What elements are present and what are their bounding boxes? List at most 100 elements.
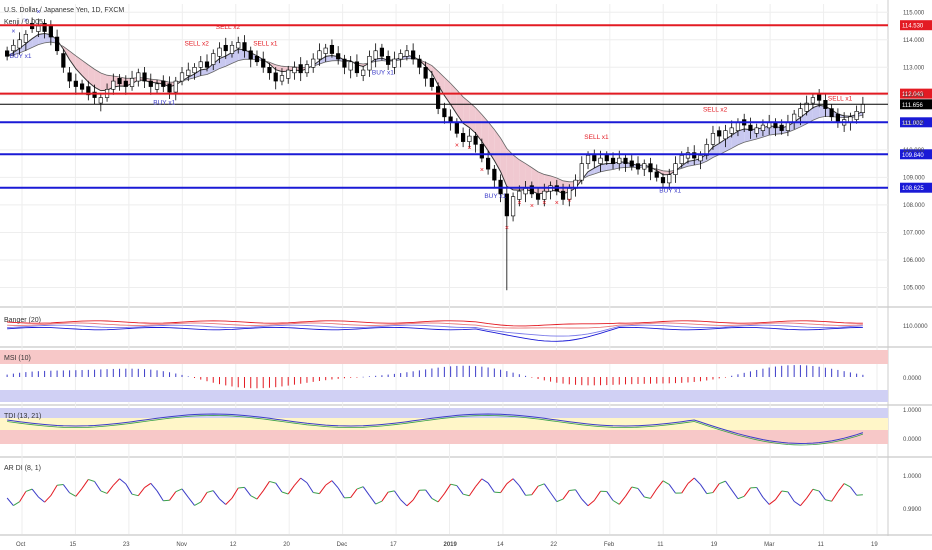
candle	[517, 190, 522, 200]
candle	[829, 108, 834, 118]
msi-bar	[637, 377, 639, 384]
ardi-segment	[656, 480, 664, 490]
candle	[411, 50, 416, 60]
candle	[354, 61, 360, 74]
candle	[642, 163, 647, 170]
tdi-zone-bottom	[0, 430, 888, 444]
candle	[136, 72, 141, 82]
candle	[710, 133, 716, 145]
candle	[361, 69, 366, 76]
price-pane[interactable]	[5, 17, 865, 291]
ardi-segment	[200, 492, 208, 503]
ardi-segment	[531, 485, 539, 496]
ardi-segment	[818, 490, 826, 501]
msi-bar	[175, 373, 177, 377]
ardi-segment	[481, 478, 489, 484]
ardi-segment	[487, 482, 495, 493]
msi-bar	[312, 377, 314, 382]
ardi-segment	[300, 477, 308, 484]
pane-title: AR DI (8, 1)	[4, 465, 41, 472]
signal-label: SELL x1	[253, 40, 278, 47]
ema-band-segment	[600, 163, 607, 172]
msi-bar	[169, 372, 171, 377]
candle	[342, 58, 347, 68]
ardi-segment	[562, 490, 570, 500]
msi-bar	[774, 366, 776, 377]
msi-bar	[712, 377, 714, 380]
candle	[579, 163, 584, 181]
x-axis[interactable]: Oct 15 23 Nov 12 20 Dec 17 2019 14 22 Feb 11 19 Mar 11 1…	[16, 542, 878, 548]
x-tick-label: 17	[390, 542, 397, 548]
ardi-segment	[144, 482, 152, 489]
ema-band-segment	[662, 170, 670, 175]
msi-bar	[69, 370, 71, 377]
ardi-segment	[250, 495, 258, 500]
y-axis[interactable]: 115.000 114.000 113.000 112.000 111.000 110.0…	[903, 10, 925, 291]
signal-marker: ×	[467, 145, 471, 152]
candle	[735, 122, 741, 131]
tdi-pane[interactable]: TDI (13, 21) 1.0000 0.0000	[0, 408, 922, 446]
ardi-segment	[737, 495, 745, 500]
candle	[48, 25, 53, 38]
y-tick-label: 111.000	[903, 120, 924, 126]
ardi-segment	[256, 490, 264, 500]
candle	[367, 55, 372, 71]
ardi-segment	[637, 488, 645, 498]
msi-bar	[293, 377, 295, 385]
msi-bar	[562, 377, 564, 384]
ardi-segment	[518, 485, 526, 496]
ardi-segment	[69, 492, 77, 497]
msi-bar	[125, 368, 127, 377]
ardi-segment	[644, 496, 651, 499]
ardi-segment	[437, 493, 445, 503]
ema-band-segment	[69, 51, 76, 69]
signal-marker: ×	[517, 200, 521, 207]
msi-bar	[468, 365, 470, 377]
msi-bar	[575, 377, 577, 385]
msi-bar	[768, 367, 770, 377]
candle	[454, 122, 459, 134]
msi-bar	[6, 374, 8, 377]
ardi-segment	[294, 477, 302, 486]
msi-pane[interactable]: MSI (10) 0.0000	[0, 350, 922, 402]
msi-bar	[531, 377, 533, 378]
y-tick-label: 107.000	[903, 230, 925, 236]
msi-bar	[200, 377, 202, 380]
candle	[129, 78, 135, 87]
ardi-segment	[375, 500, 383, 505]
msi-bar	[418, 370, 420, 377]
banger-pane[interactable]: Banger (20) 110.0000	[4, 317, 928, 342]
ema-band-segment	[769, 125, 776, 136]
ardi-segment	[362, 486, 370, 496]
ardi-segment	[512, 478, 520, 487]
msi-bar	[718, 377, 720, 379]
ardi-segment	[631, 486, 639, 489]
candle	[492, 168, 497, 181]
x-tick-label: 22	[550, 542, 557, 548]
ema-band-segment	[800, 112, 807, 127]
ardi-pane[interactable]: AR DI (8, 1) 1.0000 0.9900	[4, 465, 922, 513]
ema-band-segment	[75, 55, 83, 76]
level-lines[interactable]: 114.530 112.043 111.656 111.002 109.840 108.6…	[0, 20, 932, 193]
msi-zone-top	[0, 350, 888, 364]
ema-slow-line	[7, 41, 863, 183]
msi-bar	[100, 369, 102, 377]
msi-bar	[756, 369, 758, 377]
ema-band-segment	[225, 52, 232, 67]
ardi-segment	[668, 484, 676, 494]
x-tick-label: 19	[871, 542, 878, 548]
ardi-segment	[543, 483, 551, 494]
msi-bar	[237, 377, 239, 388]
msi-bar	[550, 377, 552, 382]
candle	[461, 133, 466, 142]
y-tick-label: 108.000	[903, 203, 925, 209]
candle	[754, 127, 759, 134]
ardi-segment	[849, 486, 858, 496]
ema-band-segment	[812, 105, 820, 121]
level-label-box	[900, 182, 932, 193]
ardi-segment	[150, 483, 158, 492]
ardi-segment	[313, 492, 320, 495]
x-tick-label: 2019	[444, 542, 458, 548]
ardi-segment	[88, 478, 95, 482]
